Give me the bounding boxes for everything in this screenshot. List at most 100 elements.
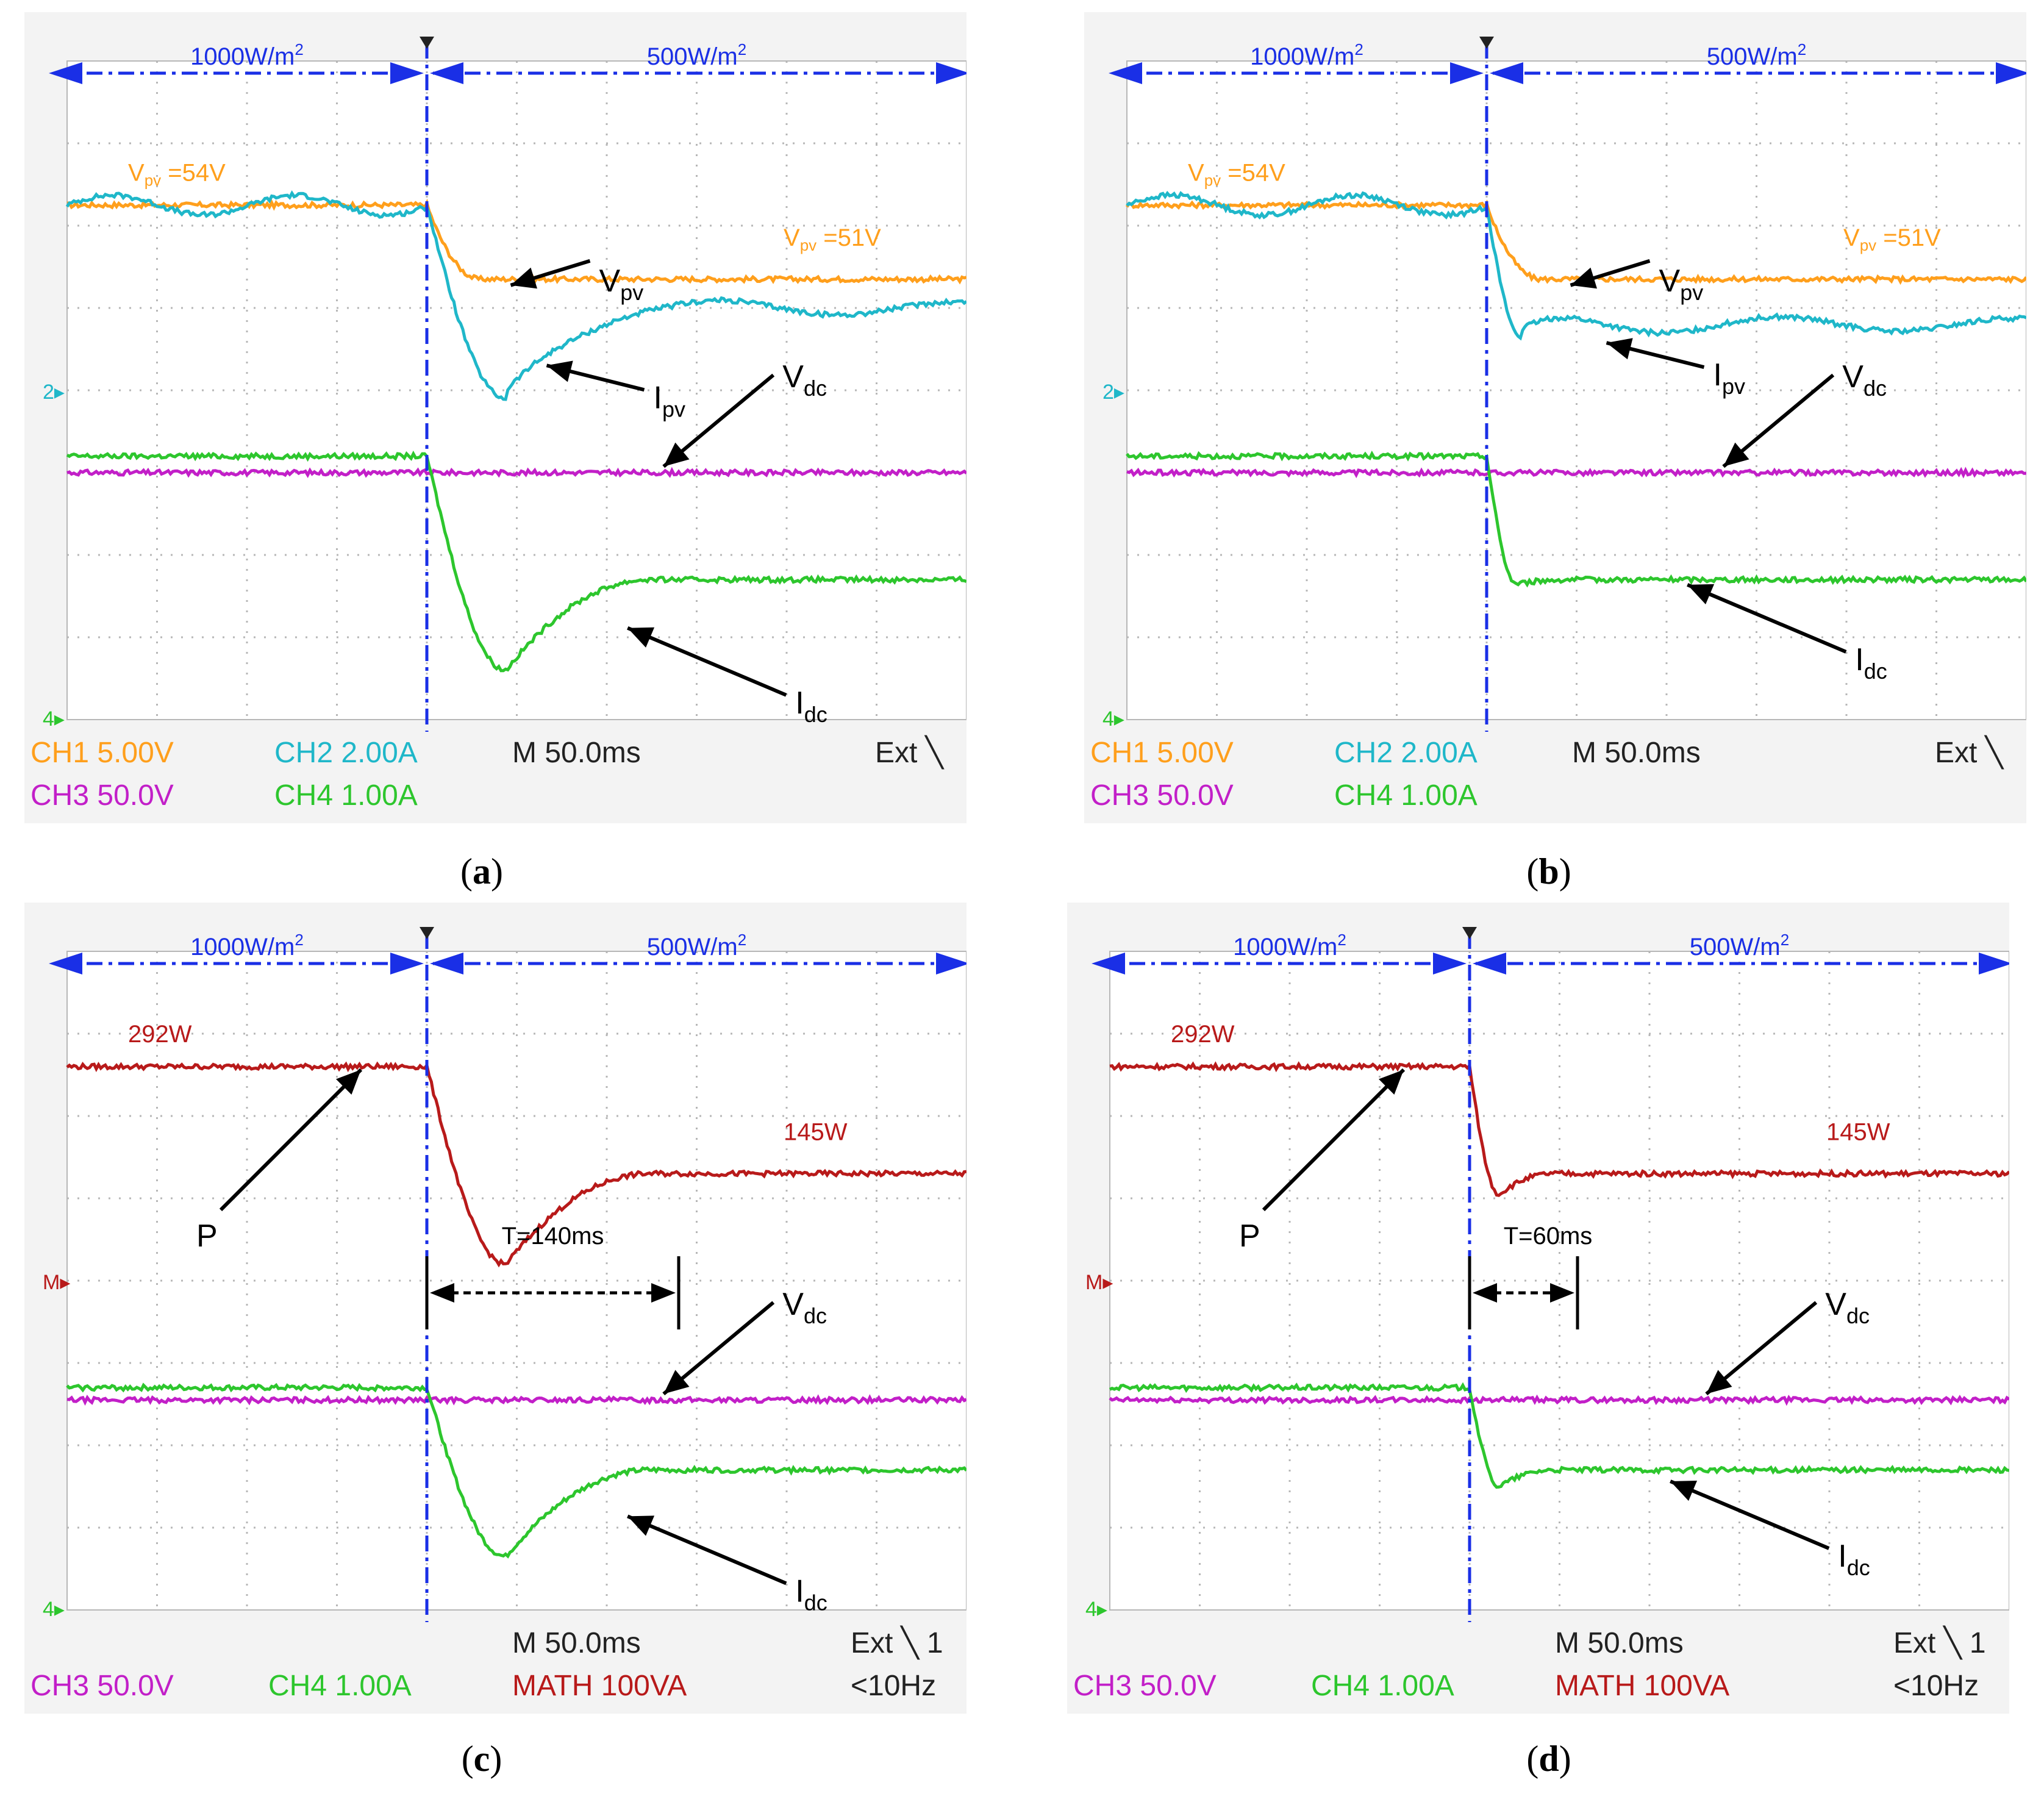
caption-a: (a) (460, 851, 503, 892)
ref-marker-bottom: 4▸ (1085, 1598, 1107, 1621)
irradiance-before-label: 1000W/m2 (190, 40, 304, 70)
irradiance-left-arrowhead (1109, 62, 1142, 84)
status-timebase: M 50.0ms (512, 737, 641, 769)
irradiance-mid-arrowhead-right (430, 62, 463, 84)
oscilloscope-panel-c: 1000W/m2 500W/m2 292W 145W P Vdc Idc T=140ms M▸ 4… (24, 903, 967, 1714)
trace-vpv (1125, 199, 2026, 285)
irradiance-mid-arrowhead-right (1473, 953, 1506, 975)
irradiance-after-label: 500W/m2 (1707, 40, 1806, 70)
graticule-frame (66, 951, 967, 1611)
settling-time-label: T=140ms (502, 1223, 604, 1250)
trace-label-vdc: Vdc (1842, 359, 1887, 401)
settling-arrowhead-right (651, 1283, 676, 1303)
trace-label-vpv: Vpv (599, 263, 644, 305)
trace-label-p: P (1239, 1218, 1260, 1254)
ref-marker-bottom: 4▸ (43, 1598, 65, 1621)
status-trigger-extra: <10Hz (1893, 1670, 1979, 1702)
status-timebase: M 50.0ms (1572, 737, 1701, 769)
value-label-after: 145W (784, 1119, 848, 1146)
irradiance-mid-arrowhead-left (390, 62, 424, 84)
irradiance-after-label: 500W/m2 (1690, 931, 1789, 960)
trace-p (1109, 1061, 2009, 1197)
status-trigger: Ext ╲ (875, 735, 945, 770)
trigger-marker (420, 37, 434, 49)
irradiance-before-label: 1000W/m2 (1233, 931, 1346, 960)
trace-vdc (1126, 467, 2026, 479)
irradiance-left-arrowhead (1092, 953, 1125, 975)
trace-label-vdc: Vdc (1825, 1287, 1870, 1328)
trigger-marker (420, 927, 434, 939)
ref-marker-left: 2▸ (43, 381, 65, 404)
irradiance-right-arrowhead (1996, 62, 2026, 84)
trace-label-vdc: Vdc (782, 359, 827, 401)
irradiance-after-label: 500W/m2 (647, 40, 746, 70)
ref-marker-bottom: 4▸ (43, 707, 65, 731)
status-ch4: CH4 1.00A (1334, 779, 1478, 812)
settling-arrowhead-right (1550, 1283, 1574, 1303)
trace-label-idc: Idc (1838, 1539, 1870, 1580)
trace-idc (66, 450, 967, 673)
pointer-arrow-vpv-head (1570, 267, 1598, 289)
status-ch4: CH4 1.00A (1311, 1670, 1454, 1702)
trace-p (66, 1061, 967, 1268)
value-label-before: Vpv =54V (128, 159, 226, 189)
trace-label-ipv: Ipv (654, 380, 685, 421)
value-label-after: Vpv =51V (1843, 224, 1941, 254)
caption-letter: c (473, 1739, 490, 1779)
status-math: MATH 100VA (512, 1670, 687, 1702)
scope-svg-d: 1000W/m2 500W/m2 292W 145W P Vdc Idc T=60ms M▸ 4▸… (1067, 903, 2009, 1714)
status-ch2: CH2 2.00A (274, 737, 418, 769)
status-ch4: CH4 1.00A (268, 1670, 412, 1702)
pointer-arrow-idc-head (627, 627, 655, 648)
value-label-before: 292W (1171, 1021, 1235, 1048)
status-trigger-extra: <10Hz (851, 1670, 936, 1702)
caption-letter: b (1538, 851, 1559, 892)
irradiance-right-arrowhead (936, 953, 967, 975)
trace-idc (1126, 450, 2026, 588)
status-math: MATH 100VA (1555, 1670, 1729, 1702)
pointer-arrow-idc-head (1670, 1481, 1698, 1501)
irradiance-mid-arrowhead-left (1450, 62, 1484, 84)
settling-time-label: T=60ms (1504, 1223, 1593, 1250)
ref-marker-bottom: 4▸ (1102, 707, 1124, 731)
pointer-arrow-idc (627, 626, 787, 697)
caption-b: (b) (1526, 851, 1571, 892)
caption-letter: d (1538, 1739, 1559, 1779)
trace-label-vdc: Vdc (782, 1287, 827, 1328)
graticule-frame (66, 60, 967, 720)
irradiance-left-arrowhead (49, 953, 82, 975)
status-ch3: CH3 50.0V (30, 1670, 174, 1702)
trace-label-idc: Idc (1855, 642, 1887, 684)
oscilloscope-panel-d: 1000W/m2 500W/m2 292W 145W P Vdc Idc T=60ms M▸ 4▸… (1067, 903, 2009, 1714)
trace-label-ipv: Ipv (1713, 357, 1745, 399)
pointer-arrow-idc-head (1687, 584, 1715, 605)
status-trigger: Ext ╲ (1935, 735, 2004, 770)
oscilloscope-panel-a: 1000W/m2 500W/m2 Vpv =54V Vpv =51V Vpv Ipv Vdc… (24, 12, 967, 823)
irradiance-mid-arrowhead-left (390, 953, 424, 975)
pointer-arrow-vdc-head (1706, 1370, 1732, 1394)
caption-c: (c) (461, 1739, 502, 1779)
irradiance-left-arrowhead (49, 62, 82, 84)
settling-arrowhead-left (430, 1283, 454, 1303)
pointer-arrow-idc (1687, 583, 1847, 654)
pointer-arrow-idc (1670, 1479, 1830, 1550)
status-ch4: CH4 1.00A (274, 779, 418, 812)
status-ch3: CH3 50.0V (30, 779, 174, 812)
scope-svg-c: 1000W/m2 500W/m2 292W 145W P Vdc Idc T=140ms M▸ 4… (24, 903, 967, 1714)
status-ch3: CH3 50.0V (1073, 1670, 1217, 1702)
status-timebase: M 50.0ms (1555, 1627, 1684, 1659)
oscilloscope-panel-b: 1000W/m2 500W/m2 Vpv =54V Vpv =51V Vpv Ipv Vdc… (1084, 12, 2026, 823)
graticule-frame (1126, 60, 2026, 720)
trigger-marker (1462, 927, 1477, 939)
irradiance-mid-arrowhead-left (1433, 953, 1467, 975)
pointer-arrow-vpv-head (510, 267, 538, 289)
trigger-marker (1479, 37, 1494, 49)
value-label-after: Vpv =51V (784, 224, 881, 254)
settling-arrowhead-left (1473, 1283, 1497, 1303)
trace-vdc (66, 1394, 967, 1406)
caption-d: (d) (1526, 1739, 1571, 1779)
trace-ipv (65, 190, 967, 401)
trace-label-idc: Idc (795, 685, 827, 727)
trace-label-vpv: Vpv (1659, 263, 1704, 305)
caption-letter: a (473, 851, 491, 892)
